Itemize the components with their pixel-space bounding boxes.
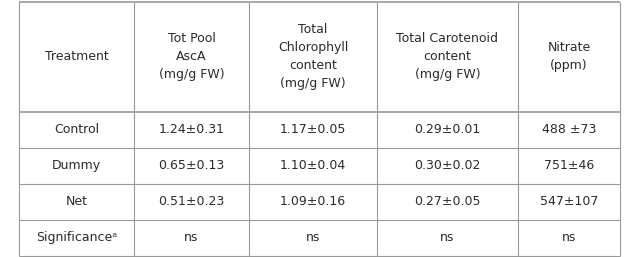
Text: 0.30±0.02: 0.30±0.02 [414, 159, 481, 172]
Text: ns: ns [440, 231, 455, 244]
Text: 0.65±0.13: 0.65±0.13 [158, 159, 225, 172]
Text: Control: Control [54, 123, 99, 136]
Text: Total Carotenoid
content
(mg/g FW): Total Carotenoid content (mg/g FW) [397, 32, 498, 81]
Text: 547±107: 547±107 [540, 195, 598, 208]
Text: ns: ns [184, 231, 199, 244]
Text: 751±46: 751±46 [544, 159, 594, 172]
Text: Treatment: Treatment [45, 50, 109, 63]
Text: 1.24±0.31: 1.24±0.31 [158, 123, 224, 136]
Text: 1.10±0.04: 1.10±0.04 [280, 159, 346, 172]
Text: ns: ns [306, 231, 320, 244]
Text: Significanceᵃ: Significanceᵃ [36, 231, 117, 244]
Text: ns: ns [562, 231, 576, 244]
Text: 0.51±0.23: 0.51±0.23 [158, 195, 225, 208]
Text: Tot Pool
AscA
(mg/g FW): Tot Pool AscA (mg/g FW) [158, 32, 224, 81]
Text: Total
Chlorophyll
content
(mg/g FW): Total Chlorophyll content (mg/g FW) [278, 23, 348, 90]
Text: 488 ±73: 488 ±73 [542, 123, 596, 136]
Text: 0.27±0.05: 0.27±0.05 [414, 195, 481, 208]
Text: 1.09±0.16: 1.09±0.16 [280, 195, 346, 208]
Text: Net: Net [66, 195, 88, 208]
Text: 0.29±0.01: 0.29±0.01 [414, 123, 481, 136]
Text: Nitrate
(ppm): Nitrate (ppm) [548, 41, 590, 72]
Text: Dummy: Dummy [52, 159, 101, 172]
Text: 1.17±0.05: 1.17±0.05 [280, 123, 346, 136]
